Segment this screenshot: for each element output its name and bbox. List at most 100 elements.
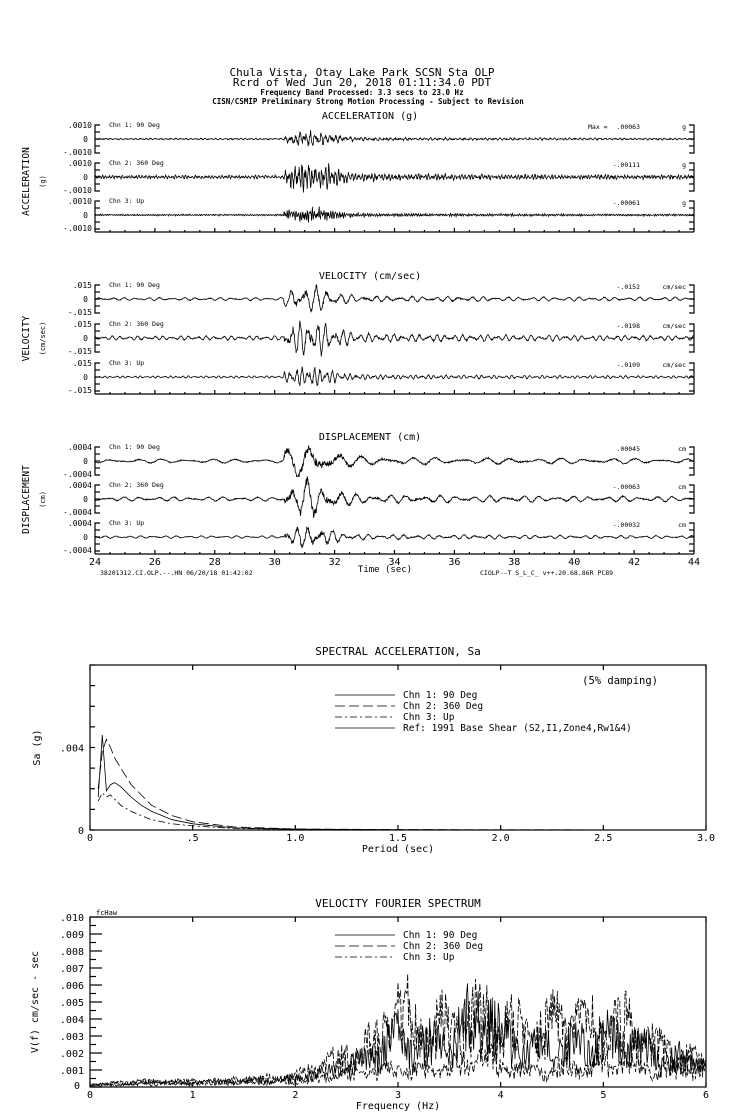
damping-annotation: (5% damping) — [582, 675, 658, 687]
y-tick-label: .009 — [60, 930, 84, 941]
x-tick-label: 1.0 — [286, 833, 304, 844]
x-tick-label: 4 — [498, 1090, 504, 1101]
series-line — [90, 1043, 707, 1088]
channel-label: Chn 1: 90 Deg — [109, 281, 160, 289]
x-tick-label: 3.0 — [697, 833, 715, 844]
x-tick-label: 3 — [395, 1090, 401, 1101]
waveform-line — [94, 163, 694, 193]
y-axis-label: V(f) cm/sec - sec — [30, 951, 41, 1053]
channel-label: Chn 3: Up — [109, 359, 144, 367]
channel-trace: .0010 0 -.0010 Chn 3: Up -.00061 g — [63, 197, 695, 233]
channel-label: Chn 1: 90 Deg — [109, 121, 160, 129]
y-tick-label: .002 — [60, 1049, 84, 1060]
waveform-line — [94, 445, 694, 477]
legend-entry: Chn 1: 90 Deg — [403, 690, 477, 701]
header-processing-note: CISN/CSMIP Preliminary Strong Motion Pro… — [212, 97, 524, 106]
panel-title: VELOCITY (cm/sec) — [319, 271, 421, 282]
y-tick-label: 0 — [83, 533, 88, 542]
channel-label: Chn 2: 360 Deg — [109, 159, 164, 167]
x-tick-label: 2.5 — [594, 833, 612, 844]
plots: ACCELERATION (g)ACCELERATION (g).00100-.0… — [21, 111, 715, 1112]
channel-label: Chn 2: 360 Deg — [109, 320, 164, 328]
header-station: Chula Vista, Otay Lake Park SCSN Sta OLP — [230, 66, 495, 79]
chart-title: SPECTRAL ACCELERATION, Sa — [315, 645, 481, 658]
plot-frame — [89, 916, 707, 1088]
y-tick-label: .0010 — [68, 121, 92, 130]
peak-unit: cm/sec — [663, 283, 687, 291]
x-tick-label: 28 — [209, 557, 221, 568]
y-tick-label: .015 — [73, 281, 92, 290]
y-tick-label: 0 — [83, 334, 88, 343]
x-tick-label: 42 — [628, 557, 640, 568]
legend-entry: Chn 3: Up — [403, 712, 455, 723]
y-axis-unit: (cm) — [39, 491, 47, 508]
y-tick-label: -.0004 — [63, 546, 92, 555]
x-tick-label: 34 — [388, 557, 400, 568]
y-tick-label: .010 — [60, 913, 84, 924]
x-tick-label: .5 — [187, 833, 199, 844]
peak-unit: cm — [678, 521, 686, 529]
y-tick-label: .015 — [73, 320, 92, 329]
waveform-line — [94, 130, 694, 147]
x-axis-label: Frequency (Hz) — [356, 1101, 440, 1112]
peak-unit: cm — [678, 483, 686, 491]
legend-entry: Chn 1: 90 Deg — [403, 930, 477, 941]
peak-value: -.0109 — [617, 361, 641, 369]
spectrum-velocity: VELOCITY FOURIER SPECTRUM 0 1 2 3 4 5 6 Frequenc… — [30, 897, 709, 1112]
x-tick-label: 36 — [448, 557, 460, 568]
x-tick-label: 5 — [600, 1090, 606, 1101]
waveform-line — [94, 476, 694, 518]
header-frequency-band: Frequency Band Processed: 3.3 secs to 23… — [260, 88, 463, 97]
panel-title: DISPLACEMENT (cm) — [319, 432, 421, 443]
y-tick-label: 0 — [83, 495, 88, 504]
waveform-line — [94, 284, 694, 313]
y-axis-label: DISPLACEMENT — [21, 465, 32, 534]
peak-unit: g — [682, 199, 686, 207]
legend-entry: Chn 2: 360 Deg — [403, 941, 483, 952]
channel-label: Chn 1: 90 Deg — [109, 443, 160, 451]
y-tick-label: 0 — [74, 1081, 80, 1092]
y-tick-label: 0 — [83, 135, 88, 144]
y-tick-label: .001 — [60, 1066, 84, 1077]
channel-label: Chn 2: 360 Deg — [109, 481, 164, 489]
x-tick-label: 38 — [508, 557, 520, 568]
legend-entry: Chn 2: 360 Deg — [403, 701, 483, 712]
channel-label: Chn 3: Up — [109, 519, 144, 527]
report-header: Chula Vista, Otay Lake Park SCSN Sta OLP… — [212, 66, 524, 106]
x-tick-label: 40 — [568, 557, 580, 568]
y-tick-label: -.0010 — [63, 186, 92, 195]
header-record: Rcrd of Wed Jun 20, 2018 01:11:34.0 PDT — [233, 76, 492, 89]
y-axis-label: VELOCITY — [21, 315, 32, 361]
y-tick-label: .005 — [60, 998, 84, 1009]
y-tick-label: 0 — [83, 373, 88, 382]
y-tick-label: .007 — [60, 964, 84, 975]
y-tick-label: .006 — [60, 981, 84, 992]
peak-value: .00045 — [617, 445, 641, 453]
peak-unit: cm/sec — [663, 322, 687, 330]
y-axis-unit: (g) — [39, 175, 47, 188]
peak-value: -.00061 — [613, 199, 640, 207]
channel-trace: .015 0 -.015 Chn 2: 360 Deg -.0198 cm/sec — [68, 320, 695, 357]
channel-trace: .0010 0 -.0010 Chn 1: 90 Deg Max = .00063 g — [63, 121, 695, 157]
series-line — [97, 792, 707, 831]
series-line — [97, 735, 707, 831]
panel-title: ACCELERATION (g) — [322, 111, 418, 122]
peak-value: .00063 — [617, 123, 641, 131]
y-tick-label: -.0004 — [63, 508, 92, 517]
channel-trace: .0004 0 -.0004 Chn 3: Up -.00032 cm — [63, 519, 695, 555]
channel-trace: .0004 0 -.0004 Chn 1: 90 Deg .00045 cm — [63, 443, 695, 479]
time-history-displacement: DISPLACEMENT (cm) DISPLACEMENT (cm) .0004 0 -… — [21, 432, 700, 577]
waveform-line — [94, 206, 694, 223]
y-tick-label: .0004 — [68, 481, 92, 490]
channel-trace: .015 0 -.015 Chn 3: Up -.0109 cm/sec — [68, 359, 695, 395]
x-tick-label: 32 — [329, 557, 341, 568]
y-tick-label: -.015 — [68, 386, 92, 395]
x-axis-label: Time (sec) — [358, 565, 412, 575]
y-tick-label: -.015 — [68, 347, 92, 356]
x-tick-label: 24 — [89, 557, 101, 568]
y-tick-label: -.0010 — [63, 148, 92, 157]
y-tick-label: .004 — [60, 744, 84, 755]
y-tick-label: .015 — [73, 359, 92, 368]
peak-value: -.00032 — [613, 521, 640, 529]
